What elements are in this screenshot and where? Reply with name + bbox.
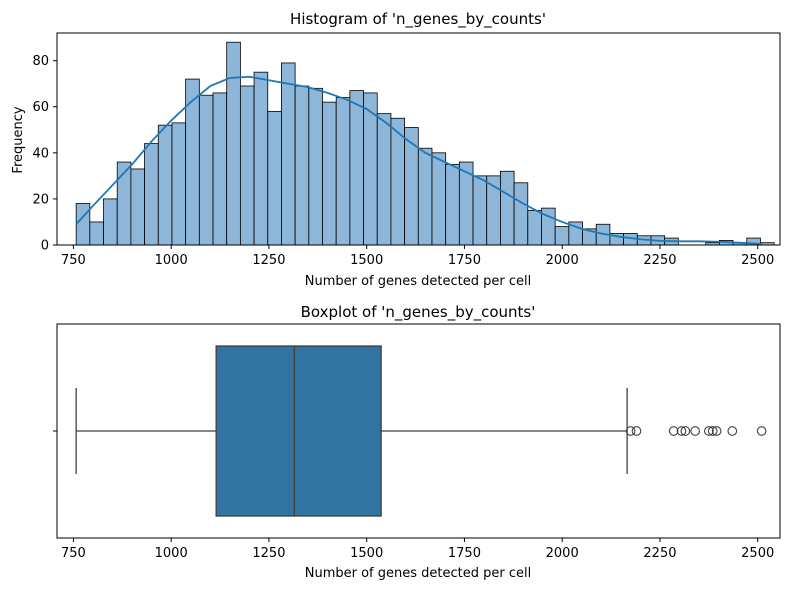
histogram-x-tick-label: 2500 [741, 253, 774, 268]
histogram-bar [253, 71, 269, 246]
histogram-bar [144, 143, 159, 246]
histogram-bar [75, 203, 91, 246]
boxplot-x-tick-label: 1000 [155, 546, 188, 561]
histogram-y-ticks: 0 20 40 60 80 [32, 54, 57, 254]
histogram-bar [417, 147, 433, 246]
histogram-bar [198, 94, 214, 246]
histogram-bar [445, 163, 460, 246]
histogram-bar [130, 168, 145, 246]
boxplot-outlier [690, 426, 700, 436]
histogram-y-tick-label: 0 [41, 239, 49, 254]
boxplot-x-ticks: 750 1000 1250 1500 1750 2000 2250 2500 [61, 538, 774, 561]
histogram-bar [294, 85, 310, 246]
histogram-bar [349, 90, 364, 246]
boxplot-outlier [680, 426, 691, 436]
histogram-bar [431, 152, 447, 246]
histogram-bar [116, 161, 132, 246]
histogram-bar [500, 170, 515, 246]
histogram-kde-line [75, 75, 762, 245]
boxplot-outlier [756, 426, 767, 436]
histogram-bar [226, 41, 241, 246]
histogram-bar [89, 221, 104, 246]
histogram-title: Histogram of 'n_genes_by_counts' [290, 10, 546, 29]
histogram-bar [554, 226, 570, 246]
boxplot-x-tick-label: 2000 [546, 546, 579, 561]
boxplot-x-tick-label: 750 [61, 546, 86, 561]
boxplot-outlier [703, 426, 714, 436]
histogram-bar [171, 122, 187, 246]
histogram-bar [322, 101, 337, 246]
histogram-bar [157, 124, 173, 246]
histogram-x-tick-label: 750 [61, 253, 86, 268]
boxplot-outlier [711, 426, 722, 436]
histogram-bar [376, 113, 392, 246]
histogram-bar [281, 62, 296, 246]
histogram-y-tick-label: 20 [32, 192, 49, 207]
boxplot-panel: Boxplot of 'n_genes_by_counts' 750 1000 12… [53, 303, 781, 581]
histogram-bar [212, 92, 228, 246]
boxplot-outlier [631, 426, 642, 436]
histogram-bar [239, 85, 255, 246]
histogram-y-tick-label: 40 [32, 146, 49, 161]
boxplot-marks [75, 345, 767, 517]
boxplot-outlier [668, 426, 679, 436]
histogram-x-tick-label: 2250 [643, 253, 676, 268]
histogram-y-tick-label: 80 [32, 54, 49, 69]
boxplot-title: Boxplot of 'n_genes_by_counts' [301, 303, 536, 322]
histogram-x-tick-label: 1000 [155, 253, 188, 268]
histogram-x-tick-label: 1750 [448, 253, 481, 268]
boxplot-x-tick-label: 1500 [350, 546, 383, 561]
histogram-y-tick-label: 60 [32, 100, 49, 115]
boxplot-box [215, 345, 382, 517]
histogram-panel: Histogram of 'n_genes_by_counts' 750 1000… [11, 10, 781, 289]
histogram-x-ticks: 750 1000 1250 1500 1750 2000 2250 2500 [61, 245, 774, 268]
boxplot-x-tick-label: 1250 [252, 546, 285, 561]
boxplot-x-tick-label: 2500 [741, 546, 774, 561]
histogram-x-tick-label: 1500 [350, 253, 383, 268]
boxplot-x-tick-label: 2250 [643, 546, 676, 561]
boxplot-outlier [625, 426, 636, 436]
histogram-bar [527, 210, 542, 246]
histogram-bar [308, 87, 323, 246]
boxplot-outlier [676, 426, 687, 436]
histogram-x-tick-label: 2000 [546, 253, 579, 268]
histogram-bar [267, 110, 282, 246]
histogram-bar [103, 198, 118, 246]
boxplot-x-axis-label: Number of genes detected per cell [305, 566, 531, 581]
histogram-bar [472, 175, 488, 246]
histogram-y-axis-label: Frequency [11, 106, 26, 173]
histogram-axes-frame [56, 32, 781, 246]
histogram-bar [404, 127, 419, 246]
histogram-x-axis-label: Number of genes detected per cell [305, 274, 531, 289]
histogram-bar [513, 182, 529, 246]
histogram-bar [335, 97, 351, 246]
boxplot-outlier [707, 426, 718, 436]
histogram-x-tick-label: 1250 [252, 253, 285, 268]
boxplot-outlier [727, 426, 738, 436]
histogram-bars [75, 41, 775, 246]
boxplot-x-tick-label: 1750 [448, 546, 481, 561]
